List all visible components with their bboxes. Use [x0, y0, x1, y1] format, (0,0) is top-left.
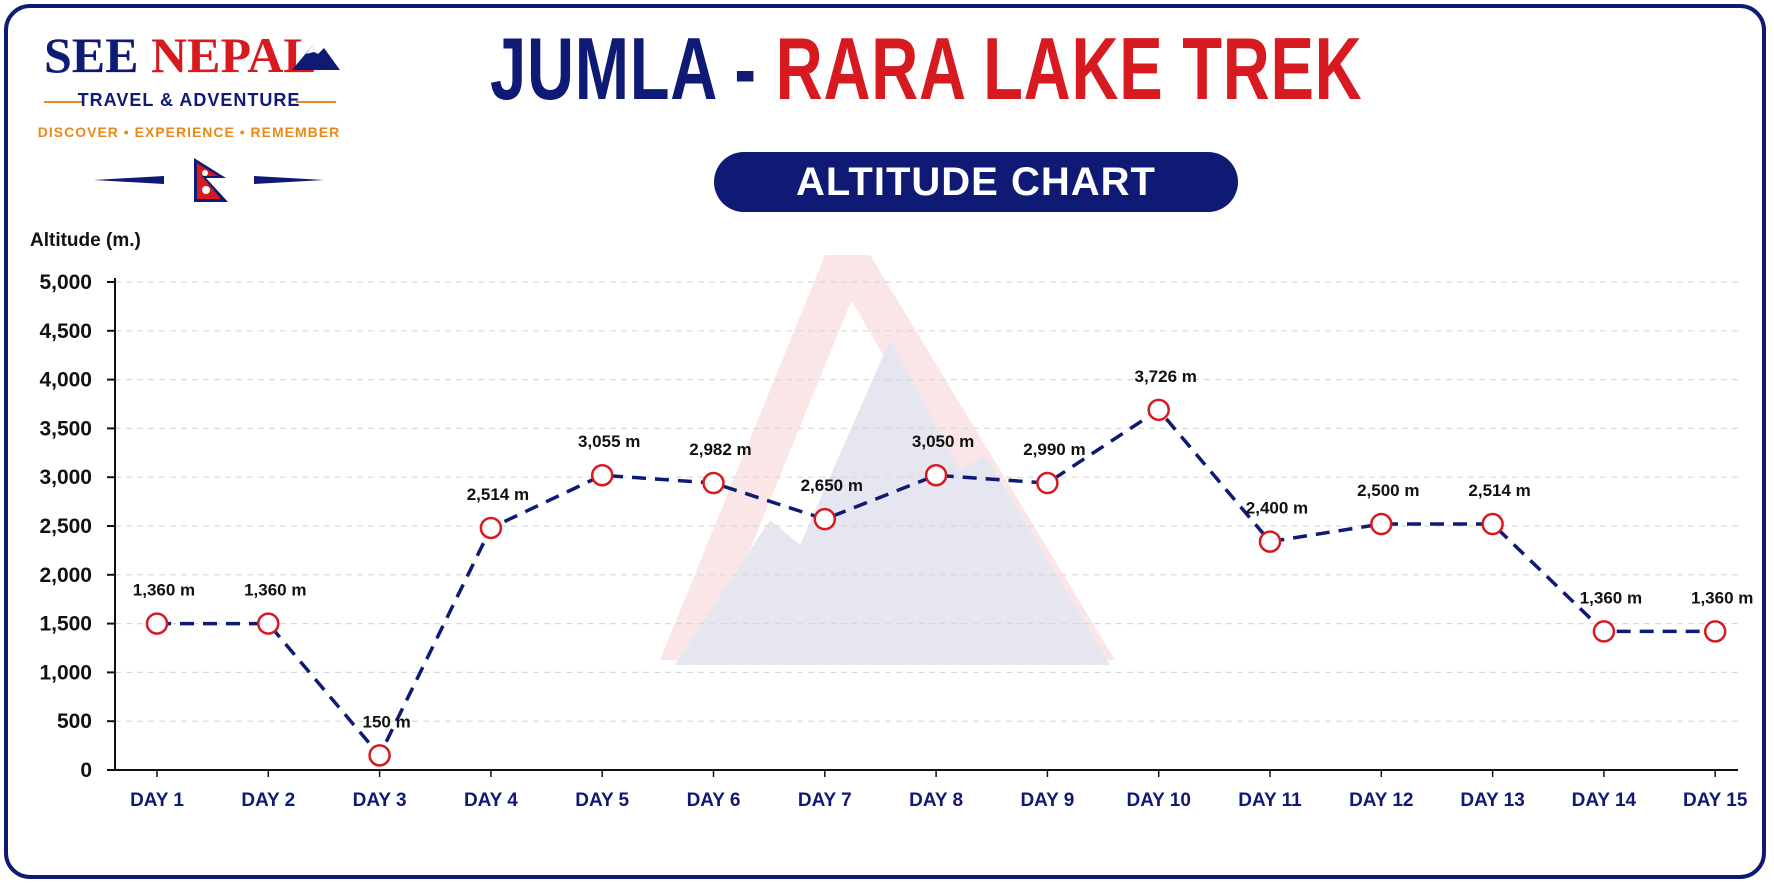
x-tick-label: DAY 12 [1349, 790, 1413, 811]
data-points [145, 398, 1727, 767]
data-label: 1,360 m [133, 581, 195, 600]
x-tick-label: DAY 9 [1020, 790, 1074, 811]
chart-frame [4, 4, 1766, 879]
data-label: 2,500 m [1357, 481, 1419, 500]
data-label: 2,990 m [1023, 440, 1085, 459]
data-label: 2,514 m [1468, 481, 1530, 500]
y-tick-label: 4,500 [39, 320, 92, 343]
data-point [702, 471, 725, 495]
data-label: 2,650 m [801, 476, 863, 495]
data-label: 1,360 m [244, 581, 306, 600]
y-axis-label: Altitude (m.) [30, 230, 141, 251]
x-tick-label: DAY 1 [130, 790, 184, 811]
data-point [590, 463, 614, 487]
data-label: 2,982 m [689, 440, 751, 459]
logo-brand-see: SEE [44, 27, 139, 83]
chart-title-part2: RARA LAKE TREK [775, 19, 1363, 118]
series-line-layer [157, 407, 1716, 759]
x-tick-label: DAY 3 [353, 790, 407, 811]
x-tick-label: DAY 7 [798, 790, 852, 811]
logo: SEE NEPAL TRAVEL & ADVENTURE DISCOVER • … [34, 24, 344, 209]
y-tick-label: 4,000 [39, 369, 92, 392]
logo-brand: SEE NEPAL [44, 26, 317, 84]
chart-subtitle: ALTITUDE CHART [714, 152, 1238, 212]
data-point [257, 612, 280, 635]
chart-title-part1: JUMLA - [490, 19, 757, 118]
y-tick-label: 2,000 [39, 564, 92, 587]
y-tick-label: 1,500 [39, 613, 92, 636]
data-label: 2,400 m [1246, 499, 1308, 518]
logo-brand-nepal: NEPAL [151, 27, 317, 83]
x-tick-label: DAY 13 [1460, 790, 1524, 811]
nepal-flag-icon [94, 158, 324, 202]
y-tick-label: 3,500 [39, 417, 92, 440]
data-label: 3,055 m [578, 432, 640, 451]
data-point [1147, 398, 1170, 422]
data-label: 1,360 m [1691, 588, 1753, 607]
chart-title: JUMLA - RARA LAKE TREK [490, 18, 1362, 120]
x-tick-label: DAY 10 [1126, 790, 1190, 811]
data-label: 150 m [362, 712, 410, 731]
logo-tagline: DISCOVER • EXPERIENCE • REMEMBER [37, 124, 341, 140]
y-tick-label: 3,000 [39, 466, 92, 489]
logo-subtitle: TRAVEL & ADVENTURE [77, 90, 301, 110]
x-tick-label: DAY 5 [575, 790, 629, 811]
watermark-logo [660, 255, 1115, 665]
x-tick-label: DAY 4 [464, 790, 518, 811]
data-point [479, 516, 503, 540]
data-point [1036, 471, 1059, 495]
data-point [145, 612, 169, 635]
mountain-icon [292, 46, 340, 70]
data-point [368, 744, 391, 767]
x-tick-label: DAY 11 [1238, 790, 1302, 811]
series-line [157, 407, 1716, 759]
y-tick-labels: 0 500 1,000 1,500 2,000 2,500 3,000 3,500 4,000 4… [39, 271, 92, 782]
x-tick-label: DAY 6 [687, 790, 741, 811]
data-point [924, 463, 948, 487]
data-label: 3,050 m [912, 432, 974, 451]
data-label: 1,360 m [1580, 588, 1642, 607]
data-point [1370, 512, 1393, 536]
data-label: 2,514 m [467, 485, 529, 504]
x-tick-label: DAY 14 [1572, 790, 1637, 811]
y-tick-label: 0 [80, 759, 92, 782]
x-tick-label: DAY 15 [1683, 790, 1748, 811]
logo-rule-right [296, 101, 336, 103]
x-tick-label: DAY 2 [241, 790, 295, 811]
data-point [1592, 620, 1616, 643]
data-labels: 1,360 m 1,360 m 150 m 2,514 m 3,055 m 2,982 m… [133, 367, 1754, 732]
y-tick-label: 2,500 [39, 515, 92, 538]
y-tick-label: 5,000 [39, 271, 92, 294]
x-tick-label: DAY 8 [909, 790, 963, 811]
data-point [1481, 512, 1504, 536]
y-tick-label: 1,000 [39, 661, 92, 684]
x-tick-labels: DAY 1 DAY 2 DAY 3 DAY 4 DAY 5 DAY 6 DAY 7 DAY 8… [130, 790, 1748, 811]
data-point [1258, 530, 1282, 553]
axes [107, 278, 1738, 777]
y-tick-label: 500 [57, 710, 92, 733]
logo-rule-left [44, 101, 84, 103]
data-point [813, 507, 837, 531]
data-label: 3,726 m [1135, 367, 1197, 386]
data-point [1703, 620, 1727, 643]
